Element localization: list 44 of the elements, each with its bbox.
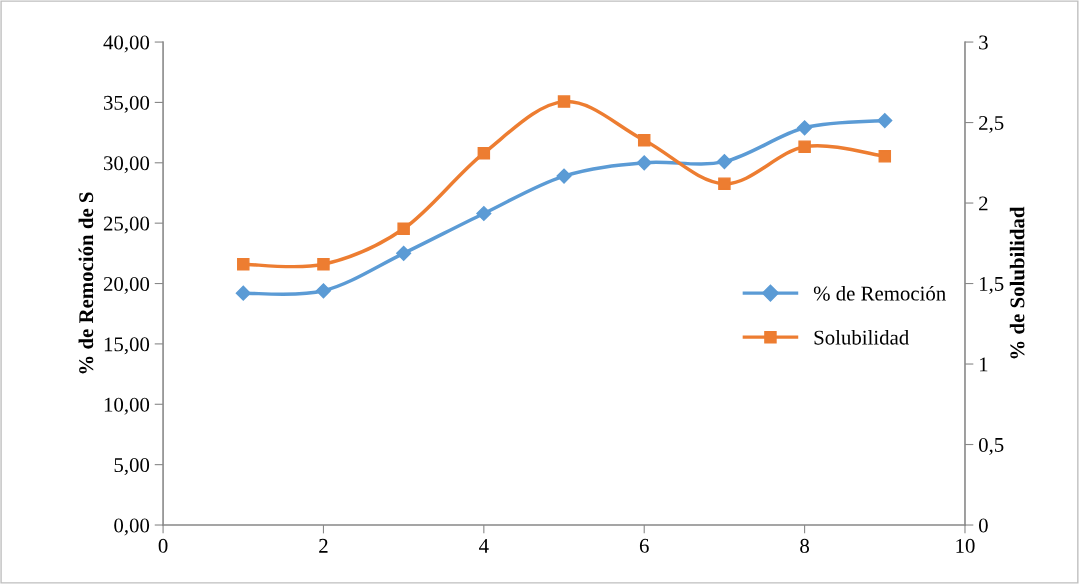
point bbox=[636, 155, 652, 171]
y2-tick-label: 3 bbox=[979, 35, 988, 50]
point bbox=[716, 154, 732, 170]
y-tick-label: 40,00 bbox=[103, 35, 150, 53]
point bbox=[556, 168, 572, 184]
point bbox=[637, 134, 651, 147]
point bbox=[237, 257, 250, 271]
point bbox=[317, 257, 330, 271]
y2-tick-label: 1,5 bbox=[980, 277, 1004, 294]
point bbox=[878, 150, 892, 163]
x-tick-label: 4 bbox=[479, 538, 489, 553]
y2-tick-label: 2 bbox=[979, 196, 988, 211]
y-tick-label: 30,00 bbox=[104, 156, 150, 174]
y2-axis-title: % de Solubilidad bbox=[1009, 206, 1025, 359]
point bbox=[798, 140, 811, 153]
y-axis-title: % de Remoción de S bbox=[78, 192, 94, 374]
x-tick-label: 6 bbox=[639, 538, 649, 553]
y2-tick-label: 2,5 bbox=[979, 115, 1004, 133]
x-tick-label: 8 bbox=[800, 538, 810, 553]
point bbox=[396, 245, 412, 261]
point bbox=[718, 177, 731, 190]
x-tick-label: 2 bbox=[319, 538, 328, 553]
y-tick-label: 10,00 bbox=[104, 397, 150, 415]
point bbox=[797, 120, 813, 136]
y-tick-label: 5,00 bbox=[114, 458, 150, 476]
y2-tick-label: 0,5 bbox=[978, 437, 1004, 455]
legend-label: % de Remoción bbox=[813, 285, 946, 301]
y-tick-label: 20,00 bbox=[103, 276, 150, 294]
x-tick-label: 0 bbox=[158, 538, 168, 553]
y2-tick-label: 0 bbox=[978, 518, 988, 533]
point bbox=[397, 222, 410, 236]
point bbox=[557, 95, 571, 108]
point bbox=[877, 112, 893, 129]
y-tick-label: 0,00 bbox=[114, 518, 150, 536]
y-tick-label: 25,00 bbox=[103, 216, 150, 234]
y2-tick-label: 1 bbox=[980, 357, 988, 372]
point bbox=[235, 285, 251, 301]
point bbox=[315, 283, 332, 299]
y-tick-label: 15,00 bbox=[104, 337, 150, 355]
point bbox=[477, 146, 491, 160]
x-tick-label: 10 bbox=[956, 538, 975, 553]
y-tick-label: 35,00 bbox=[104, 95, 150, 113]
point bbox=[476, 205, 492, 222]
legend-label: Solubilidad bbox=[814, 329, 909, 345]
